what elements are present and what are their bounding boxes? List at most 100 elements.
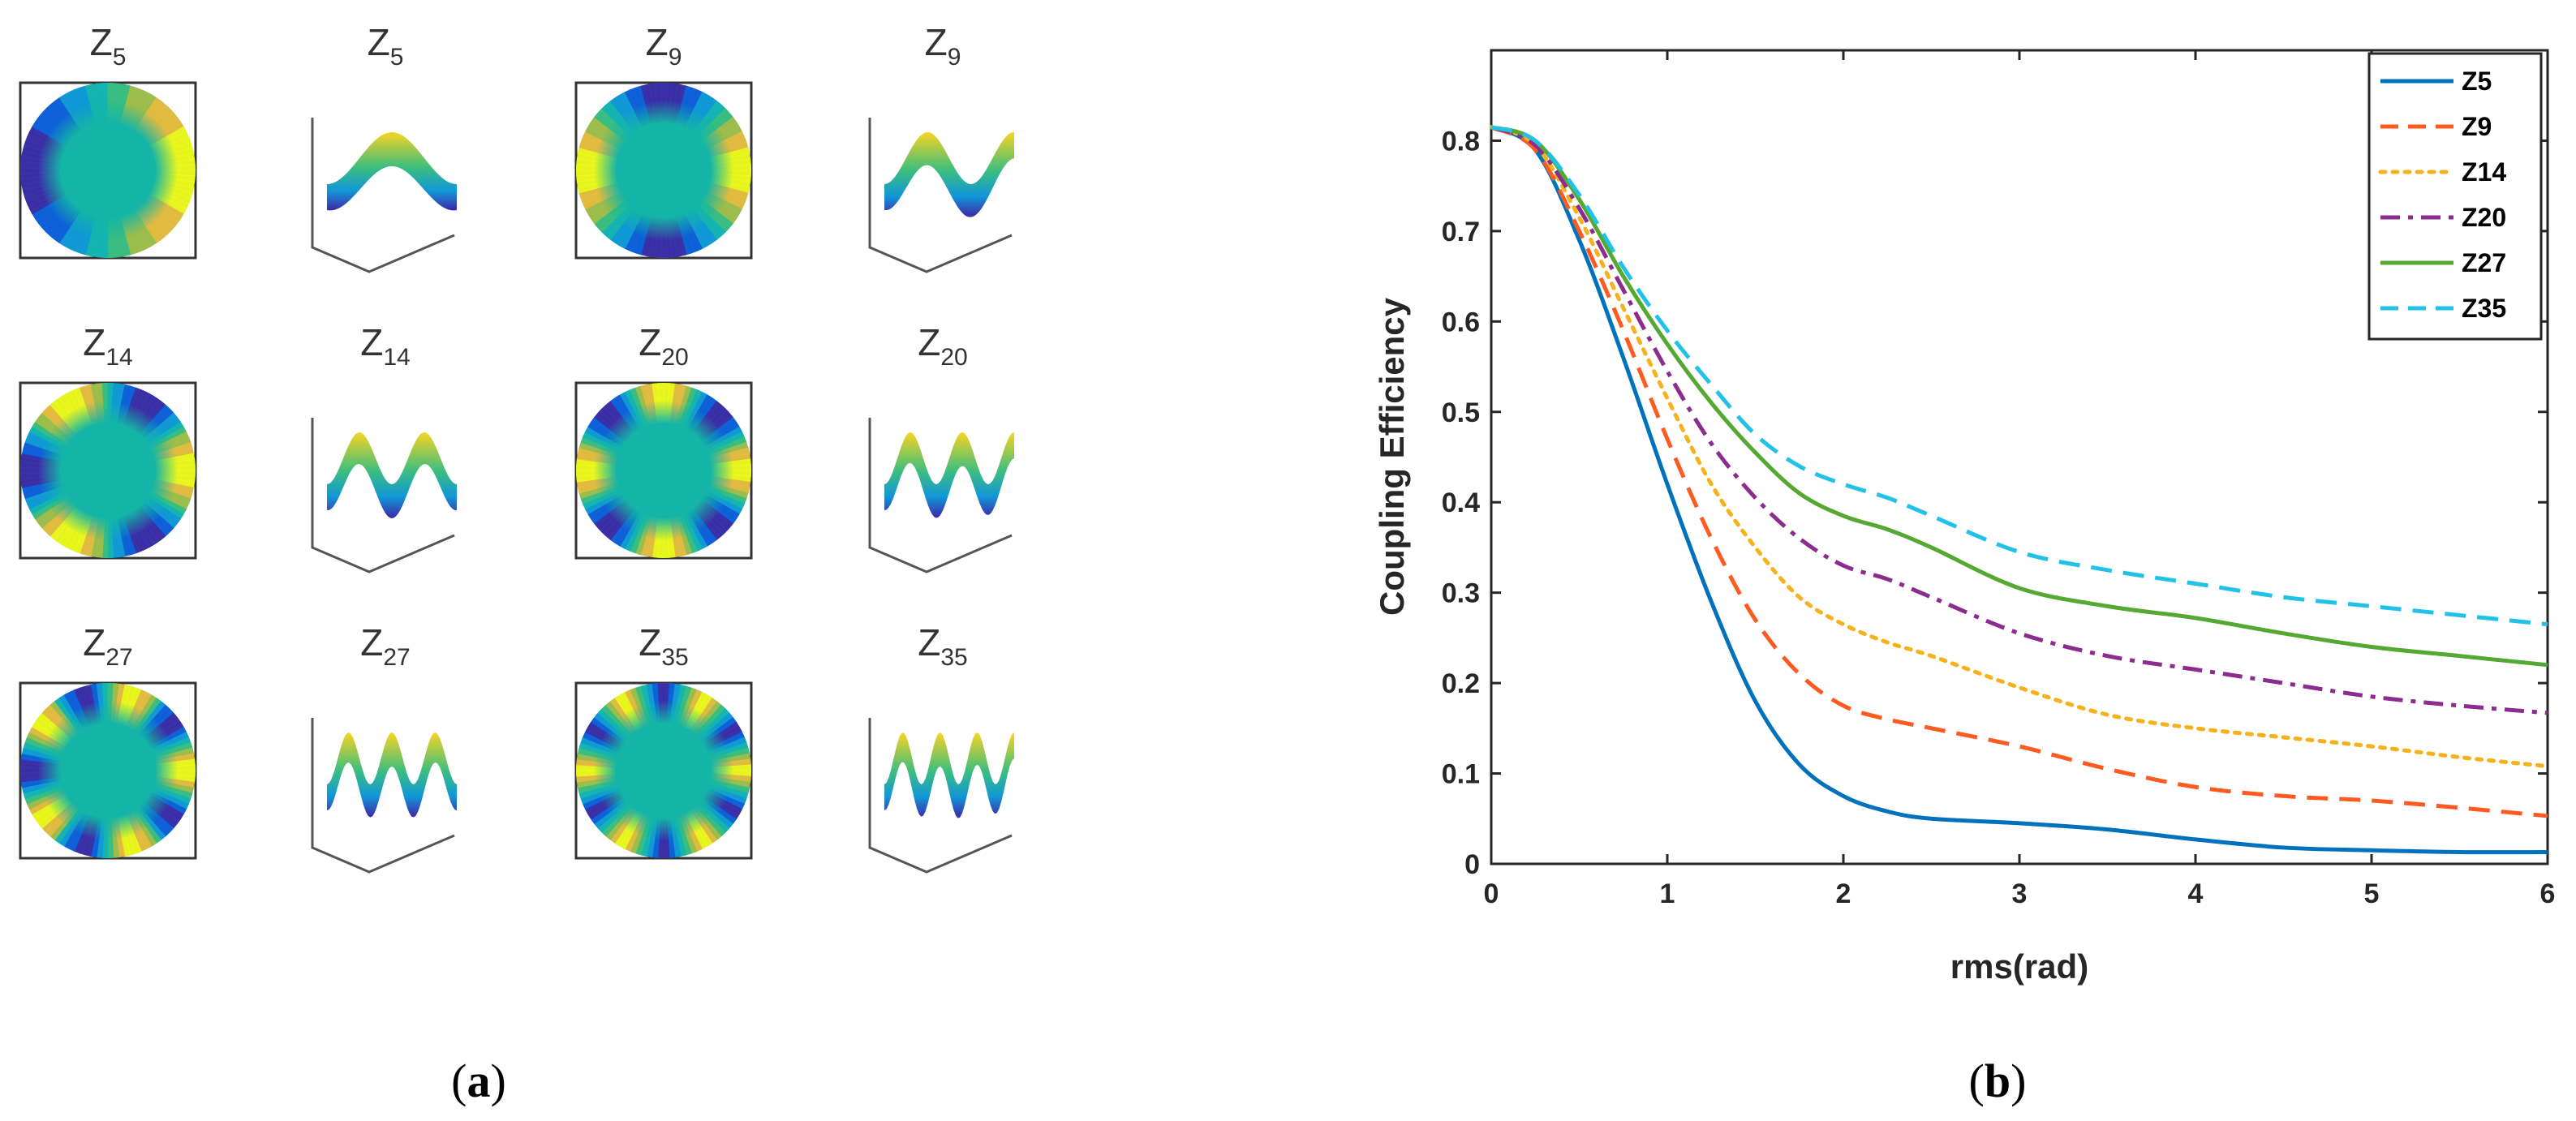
legend: Z5 Z9 Z14 Z20 Z27 Z35	[2367, 52, 2543, 341]
zernike-surface	[327, 132, 457, 211]
zernike-surface-axes	[868, 718, 1013, 874]
x-tick-label: 4	[2188, 878, 2204, 909]
series-line-z5	[1490, 125, 2548, 855]
legend-entry-label: Z14	[2462, 157, 2506, 187]
legend-entry-label: Z20	[2462, 203, 2506, 232]
zernike-tile: Z35	[868, 621, 1014, 874]
x-tick-label: 0	[1484, 878, 1499, 909]
series-line-z20	[1490, 125, 2548, 715]
x-tick-label: 5	[2364, 878, 2380, 909]
series-line-z27	[1490, 125, 2548, 668]
zernike-title-base: Z	[925, 21, 948, 63]
zernike-surface	[884, 132, 1014, 217]
legend-entry-label: Z27	[2462, 248, 2506, 277]
zernike-title-base: Z	[360, 321, 383, 363]
zernike-title-base: Z	[639, 321, 661, 363]
zernike-surface	[884, 732, 1014, 818]
x-tick-label: 2	[1836, 878, 1851, 909]
legend-entry-label: Z5	[2462, 67, 2492, 96]
zernike-title-subscript: 20	[661, 344, 688, 371]
zernike-phase-map	[576, 683, 751, 858]
zernike-tile-title: Z20	[639, 321, 688, 371]
zernike-tile-title: Z14	[360, 321, 410, 371]
zernike-title-subscript: 9	[669, 44, 682, 71]
zernike-tile-title: Z35	[918, 621, 967, 671]
x-axis-ticks: 0 1 2 3 4 5 6	[1484, 50, 2556, 909]
y-tick-label: 0.7	[1442, 217, 1480, 247]
zernike-phase-map	[576, 383, 751, 558]
zernike-surface	[884, 432, 1014, 518]
zernike-phase-map	[20, 383, 196, 558]
y-tick-label: 0.8	[1442, 126, 1480, 157]
x-axis-label: rms(rad)	[1950, 947, 2088, 986]
zernike-title-subscript: 20	[940, 344, 967, 371]
zernike-tile: Z9	[574, 21, 753, 260]
zernike-phase-map	[576, 83, 751, 258]
y-tick-label: 0.1	[1442, 759, 1480, 790]
zernike-tile-title: Z35	[639, 621, 688, 671]
zernike-tile-title: Z27	[360, 621, 410, 671]
zernike-tile: Z14	[311, 321, 457, 573]
panel-b-label-letter: b	[1985, 1054, 2010, 1107]
zernike-tile-title: Z20	[918, 321, 967, 371]
legend-box	[2367, 52, 2543, 341]
panel-a-label-letter: a	[467, 1054, 491, 1107]
zernike-tile-title: Z9	[646, 21, 682, 71]
series-lines	[1489, 125, 2550, 855]
x-tick-label: 6	[2540, 878, 2556, 909]
zernike-title-subscript: 14	[383, 344, 410, 371]
panel-b-label: (b)	[1969, 1054, 2027, 1107]
zernike-title-base: Z	[639, 621, 661, 664]
zernike-tile-title: Z5	[368, 21, 404, 71]
panel-b-chart: 0 1 2 3 4 5 6 0 0.1 0.2 0.3 0.4 0.5 0.6 0.7 0.8 rms(ra…	[1373, 49, 2556, 986]
legend-entry-label: Z9	[2462, 112, 2492, 141]
zernike-title-base: Z	[918, 321, 940, 363]
zernike-title-subscript: 9	[948, 44, 961, 71]
panel-a-label-open: (	[451, 1054, 467, 1107]
zernike-title-subscript: 35	[940, 644, 967, 671]
zernike-title-base: Z	[83, 621, 105, 664]
zernike-title-subscript: 14	[105, 344, 132, 371]
zernike-tile-title: Z14	[83, 321, 132, 371]
zernike-title-subscript: 35	[661, 644, 688, 671]
zernike-tile: Z27	[19, 621, 197, 860]
zernike-tile: Z14	[19, 321, 197, 560]
zernike-phase-map	[20, 683, 196, 858]
x-tick-label: 1	[1660, 878, 1675, 909]
zernike-tile-title: Z9	[925, 21, 961, 71]
panel-a-label: (a)	[451, 1054, 506, 1107]
series-line-z9	[1490, 125, 2548, 818]
zernike-surface-axes	[868, 118, 1013, 273]
zernike-tile-title: Z27	[83, 621, 132, 671]
legend-entry-label: Z35	[2462, 294, 2506, 323]
y-tick-label: 0.3	[1442, 578, 1480, 609]
zernike-tile: Z27	[311, 621, 457, 874]
zernike-surface-axes	[311, 418, 455, 573]
zernike-surface-axes	[311, 118, 455, 273]
zernike-title-base: Z	[83, 321, 105, 363]
y-tick-label: 0.6	[1442, 307, 1480, 337]
series-line-z35	[1490, 125, 2548, 627]
zernike-title-base: Z	[646, 21, 669, 63]
zernike-title-subscript: 5	[113, 44, 127, 71]
zernike-title-subscript: 27	[105, 644, 132, 671]
zernike-title-base: Z	[368, 21, 390, 63]
x-tick-label: 3	[2012, 878, 2028, 909]
y-tick-label: 0.4	[1442, 487, 1480, 518]
zernike-tile: Z9	[868, 21, 1014, 273]
zernike-phase-map	[20, 83, 196, 258]
zernike-title-base: Z	[90, 21, 113, 63]
y-tick-label: 0.2	[1442, 668, 1480, 699]
zernike-title-subscript: 27	[383, 644, 410, 671]
panel-b-label-close: )	[2010, 1054, 2026, 1107]
y-tick-label: 0	[1464, 849, 1480, 880]
y-axis-ticks: 0 0.1 0.2 0.3 0.4 0.5 0.6 0.7 0.8	[1442, 126, 2548, 880]
zernike-surface-axes	[311, 718, 455, 874]
zernike-title-base: Z	[360, 621, 383, 664]
zernike-surface	[327, 732, 457, 818]
y-axis-label: Coupling Efficiency	[1373, 297, 1411, 616]
zernike-tile-title: Z5	[90, 21, 127, 71]
y-tick-label: 0.5	[1442, 397, 1480, 428]
